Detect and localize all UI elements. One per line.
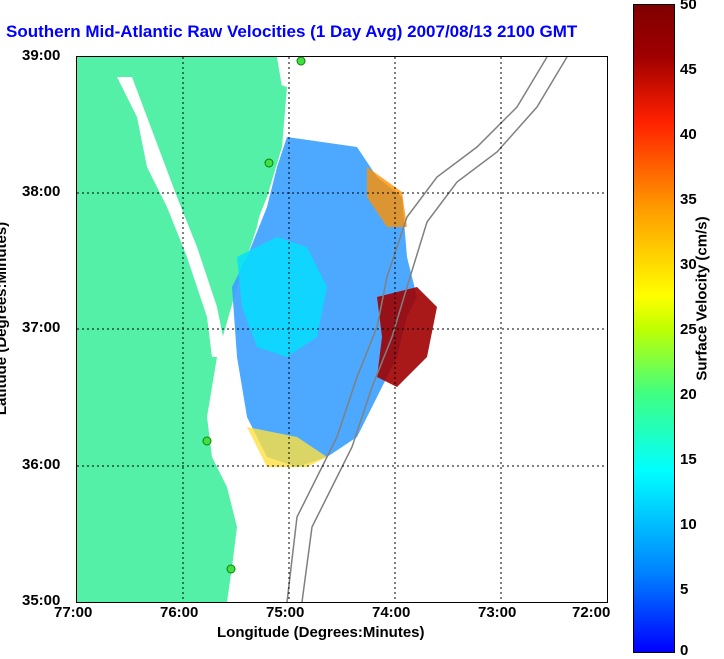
velocity-field-blue [232,137,417,467]
cbar-tick-35: 35 [680,191,697,208]
delmarva-peninsula [197,57,287,287]
xtick-3: 75:00 [266,604,305,621]
radar-site-4 [226,564,236,574]
velocity-field-high [377,287,437,387]
bathymetry-contour-outer [301,57,568,602]
colorbar [633,4,675,653]
xtick-1: 77:00 [54,604,93,621]
cbar-tick-30: 30 [680,256,697,273]
cbar-tick-25: 25 [680,321,697,338]
ytick-5: 35:00 [22,592,61,609]
xtick-4: 74:00 [372,604,411,621]
velocity-field-cyan [237,237,327,357]
map-title: Southern Mid-Atlantic Raw Velocities (1 … [6,22,578,41]
xtick-2: 76:00 [160,604,199,621]
cbar-tick-15: 15 [680,451,697,468]
radar-site-1 [296,57,306,66]
cbar-tick-40: 40 [680,126,697,143]
map-svg [77,57,607,602]
cbar-tick-45: 45 [680,61,697,78]
ytick-1: 39:00 [22,47,61,64]
grid-lines [77,57,607,602]
xtick-5: 73:00 [478,604,517,621]
ytick-3: 37:00 [22,319,61,336]
ytick-4: 36:00 [22,456,61,473]
chesapeake-bay [117,77,227,357]
cbar-tick-5: 5 [680,581,689,598]
x-axis-label: Longitude (Degrees:Minutes) [217,624,425,641]
cbar-tick-10: 10 [680,516,697,533]
map-plot-area [76,56,608,603]
cbar-tick-20: 20 [680,386,697,403]
cbar-tick-50: 50 [680,0,697,13]
colorbar-label: Surface Velocity (cm/s) [693,216,711,381]
cbar-tick-0: 0 [680,642,689,659]
bathymetry-contour [286,57,548,602]
radar-site-2 [264,158,274,168]
velocity-field-yellow [247,427,327,467]
y-axis-label: Latitude (Degrees:Minutes) [0,221,11,416]
ytick-2: 38:00 [22,183,61,200]
xtick-6: 72:00 [572,604,611,621]
radar-site-3 [202,436,212,446]
velocity-field-orange [367,167,407,227]
